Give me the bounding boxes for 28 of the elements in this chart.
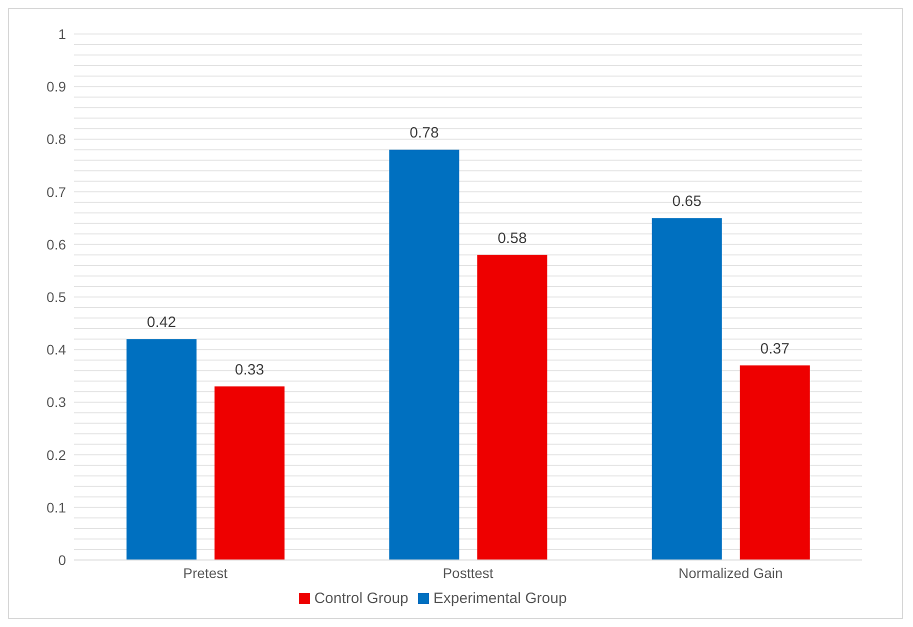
y-tick-label: 0.7: [46, 184, 66, 200]
y-tick-label: 0.1: [46, 499, 66, 516]
data-label: 0.33: [234, 361, 264, 378]
y-tick-label: 0.6: [46, 236, 66, 252]
y-tick-label: 0.4: [46, 342, 66, 358]
y-tick-label: 0.9: [46, 78, 66, 95]
bar: [214, 386, 285, 560]
y-tick-label: 0.2: [46, 446, 66, 463]
data-label: 0.58: [498, 230, 527, 247]
bar: [740, 365, 810, 560]
data-label: 0.42: [146, 314, 176, 332]
x-tick-label: Posttest: [442, 564, 494, 581]
data-label: 0.78: [410, 124, 439, 142]
y-tick-label: 0.3: [46, 394, 66, 410]
data-label: 0.65: [672, 193, 702, 210]
legend-label: Control Group: [314, 590, 408, 607]
y-tick-label: 0.5: [46, 288, 66, 305]
data-label: 0.37: [760, 340, 790, 358]
y-tick-label: 0.8: [46, 131, 66, 148]
y-tick-label: 0: [58, 552, 66, 568]
bar: [389, 150, 460, 560]
x-tick-label: Normalized Gain: [678, 564, 783, 581]
y-tick-label: 1: [58, 26, 66, 42]
bar: [126, 339, 197, 560]
bar: [652, 218, 722, 560]
x-tick-label: Pretest: [183, 564, 228, 581]
bar: [477, 254, 548, 560]
legend-label: Experimental Group: [433, 590, 567, 607]
